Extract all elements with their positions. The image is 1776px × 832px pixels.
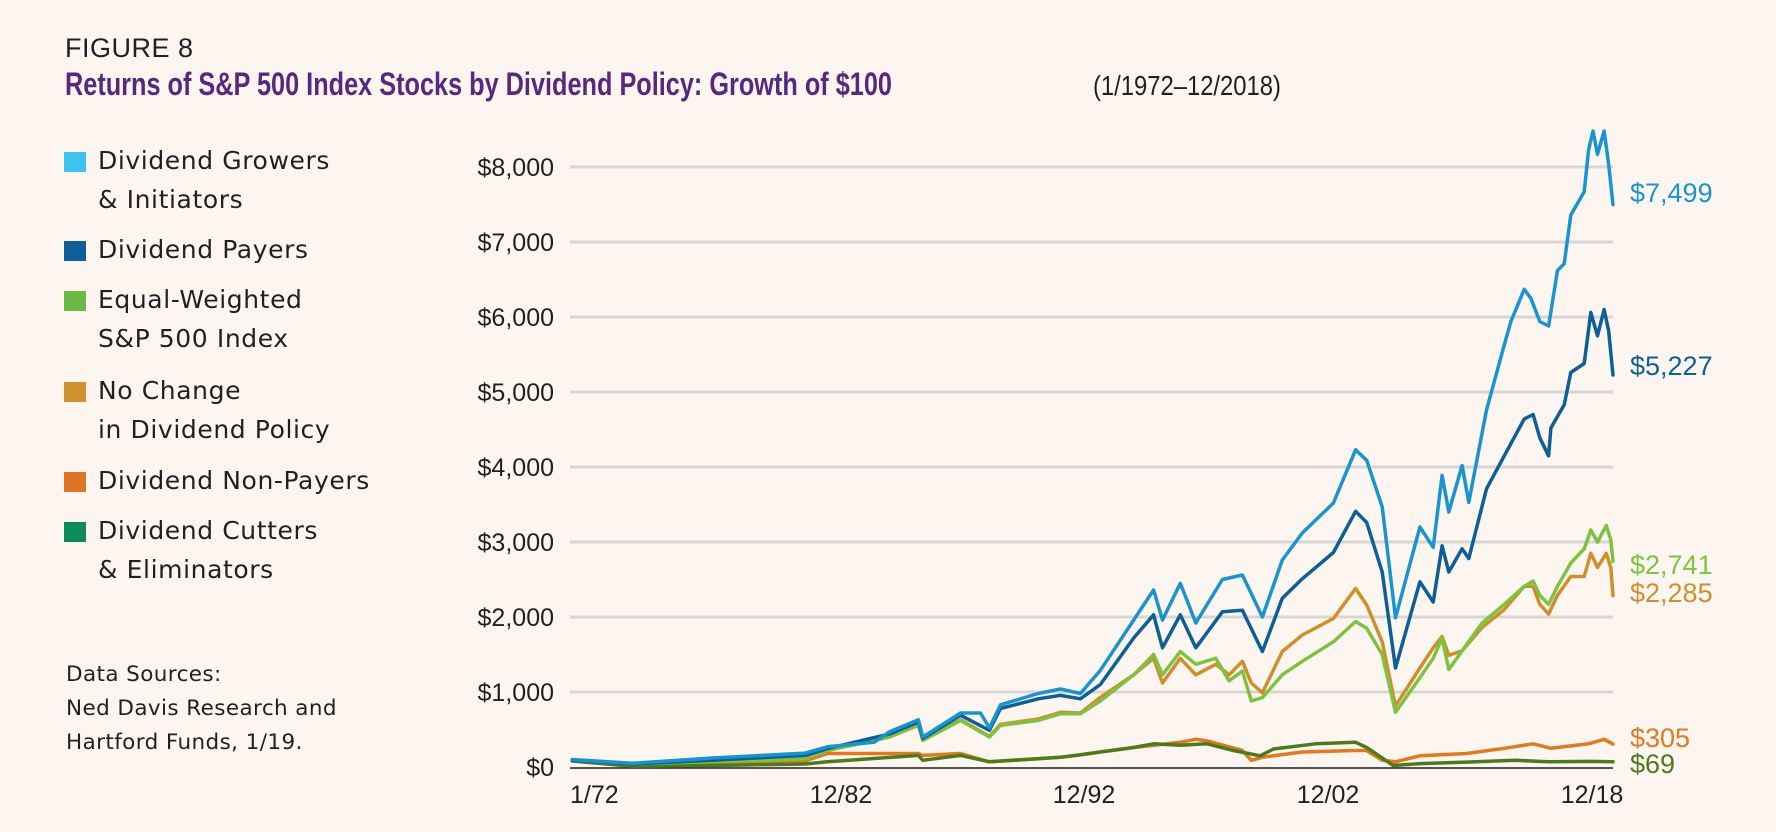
legend-label-line: S&P 500 Index bbox=[98, 324, 289, 353]
end-value-label: $69 bbox=[1630, 749, 1675, 779]
legend-swatch bbox=[64, 291, 86, 311]
legend-label-line: & Initiators bbox=[98, 185, 244, 214]
end-value-label: $305 bbox=[1630, 723, 1690, 753]
y-tick-label: $7,000 bbox=[478, 229, 554, 257]
y-tick-label: $1,000 bbox=[478, 679, 554, 707]
legend-label: Dividend Payers bbox=[98, 230, 309, 269]
legend-label-line: Dividend Non-Payers bbox=[98, 466, 370, 495]
legend-label-line: No Change bbox=[98, 376, 242, 405]
legend-label-line: & Eliminators bbox=[98, 555, 274, 584]
end-value-label: $2,285 bbox=[1630, 578, 1713, 608]
y-tick-label: $4,000 bbox=[478, 454, 554, 482]
legend-label: Dividend Non-Payers bbox=[98, 461, 370, 500]
legend-swatch bbox=[64, 382, 86, 402]
legend-swatch bbox=[64, 472, 86, 492]
figure-label: FIGURE 8 bbox=[65, 33, 194, 63]
legend-swatch bbox=[64, 152, 86, 172]
series-line-dividend-cutters-eliminators bbox=[570, 740, 1615, 769]
series-line-dividend-payers bbox=[570, 307, 1615, 766]
x-tick-label: 12/02 bbox=[1297, 781, 1360, 809]
x-tick-label: 1/72 bbox=[570, 781, 619, 809]
end-value-label: $5,227 bbox=[1630, 351, 1713, 381]
sources-line: Hartford Funds, 1/19. bbox=[66, 730, 303, 755]
legend-label: Equal-Weighted S&P 500 Index bbox=[98, 280, 303, 358]
chart-title: Returns of S&P 500 Index Stocks by Divid… bbox=[65, 66, 892, 102]
x-tick-label: 12/18 bbox=[1561, 781, 1624, 809]
y-tick-label: $6,000 bbox=[478, 304, 554, 332]
data-sources: Data Sources: Ned Davis Research and Har… bbox=[66, 658, 337, 760]
sources-line: Ned Davis Research and bbox=[66, 696, 337, 721]
legend-swatch bbox=[64, 241, 86, 261]
y-tick-label: $5,000 bbox=[478, 379, 554, 407]
x-tick-label: 12/82 bbox=[810, 781, 873, 809]
legend-label-line: Dividend Growers bbox=[98, 146, 330, 175]
y-tick-label: $8,000 bbox=[478, 154, 554, 182]
end-value-label: $7,499 bbox=[1630, 178, 1713, 208]
y-tick-label: $0 bbox=[526, 754, 554, 782]
legend-swatch bbox=[64, 522, 86, 542]
legend-label-line: Dividend Payers bbox=[98, 235, 309, 264]
legend-label-line: Dividend Cutters bbox=[98, 516, 319, 545]
chart-date-range: (1/1972–12/2018) bbox=[1093, 70, 1281, 101]
end-value-label: $2,741 bbox=[1630, 550, 1713, 580]
y-tick-label: $2,000 bbox=[478, 604, 554, 632]
legend-label: No Change in Dividend Policy bbox=[98, 371, 330, 449]
y-tick-label: $3,000 bbox=[478, 529, 554, 557]
legend-label: Dividend Cutters & Eliminators bbox=[98, 511, 318, 589]
series-line-dividend-growers-initiators bbox=[570, 129, 1615, 766]
x-tick-label: 12/92 bbox=[1053, 781, 1116, 809]
legend-label-line: in Dividend Policy bbox=[98, 415, 331, 444]
legend-label: Dividend Growers & Initiators bbox=[98, 141, 330, 219]
series-line-equal-weighted-s-p-500-index bbox=[570, 523, 1615, 766]
legend-label-line: Equal-Weighted bbox=[98, 285, 303, 314]
sources-line: Data Sources: bbox=[66, 662, 222, 687]
